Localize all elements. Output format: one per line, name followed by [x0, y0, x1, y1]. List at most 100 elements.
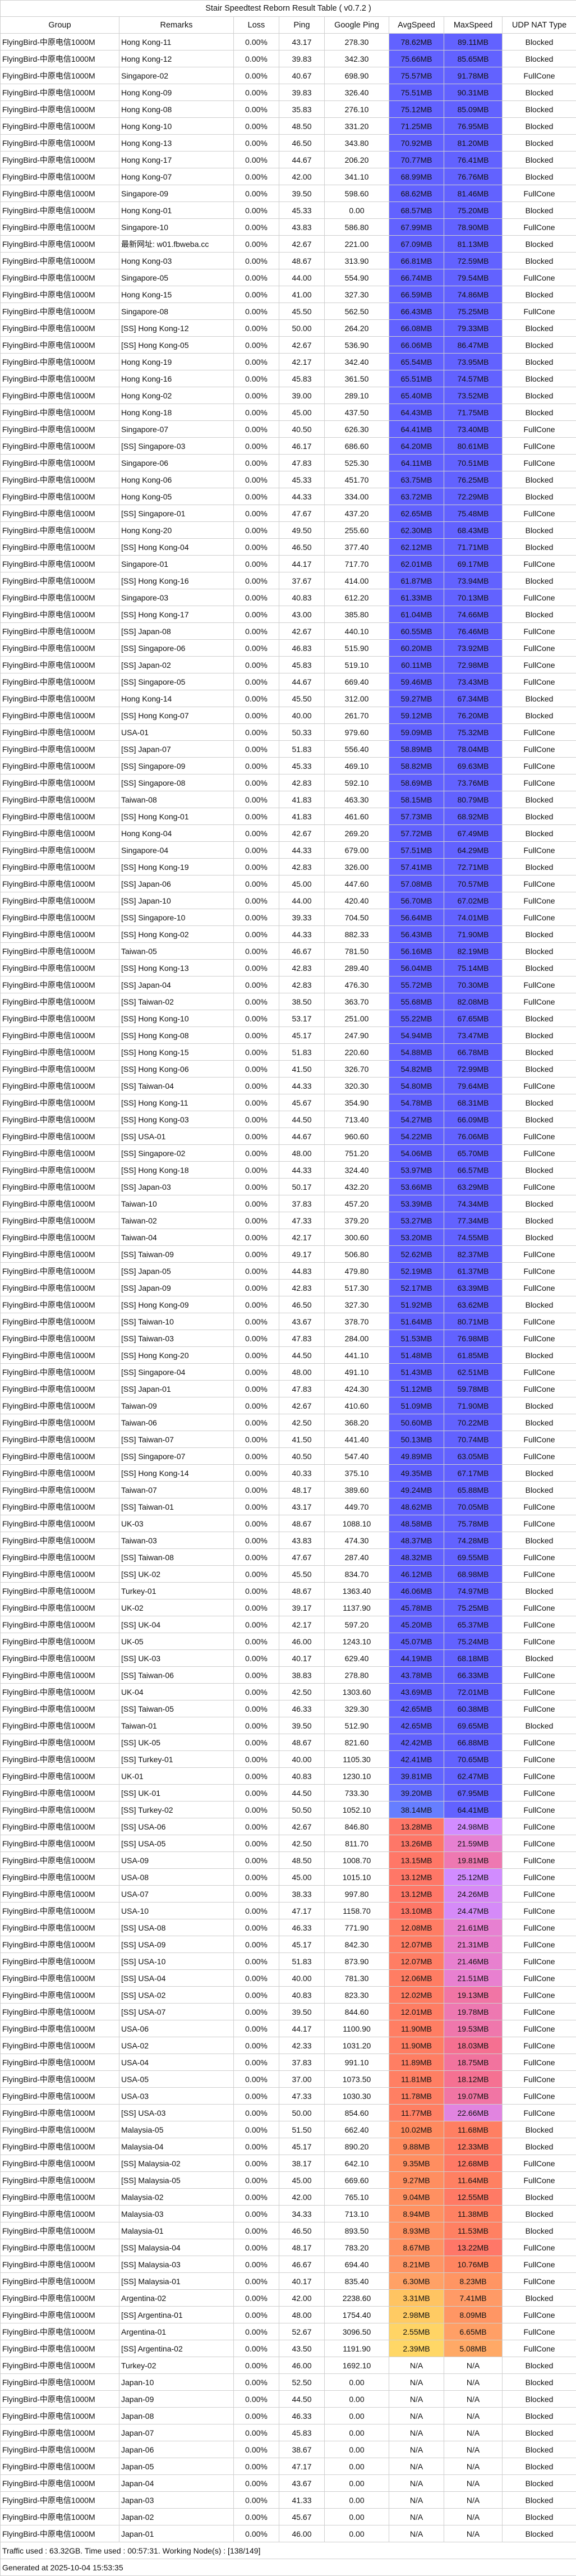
cell-avg-speed: 59.46MB — [389, 673, 444, 690]
table-row: FlyingBird-中原电信1000M [SS] Argentina-01 0.0… — [0, 2306, 576, 2323]
cell-max-speed: 70.65MB — [444, 1750, 503, 1768]
cell-max-speed: 76.20MB — [444, 707, 503, 724]
table-row: FlyingBird-中原电信1000M [SS] Hong Kong-19 0.0… — [0, 858, 576, 876]
cell-ping: 45.17 — [279, 1936, 325, 1953]
cell-group: FlyingBird-中原电信1000M — [0, 2357, 119, 2374]
cell-max-speed: 80.79MB — [444, 791, 503, 808]
cell-max-speed: 63.39MB — [444, 1279, 503, 1296]
cell-loss: 0.00% — [233, 235, 279, 253]
cell-group: FlyingBird-中原电信1000M — [0, 2188, 119, 2206]
cell-google-ping: 547.40 — [324, 1447, 389, 1465]
table-row: FlyingBird-中原电信1000M [SS] Japan-10 0.00% 44… — [0, 892, 576, 909]
cell-loss: 0.00% — [233, 404, 279, 421]
cell-avg-speed: 57.08MB — [389, 875, 444, 892]
cell-max-speed: 81.46MB — [444, 185, 503, 202]
cell-avg-speed: 51.92MB — [389, 1296, 444, 1313]
cell-loss: 0.00% — [233, 1700, 279, 1717]
cell-max-speed: 79.33MB — [444, 319, 503, 337]
cell-group: FlyingBird-中原电信1000M — [0, 252, 119, 269]
cell-max-speed: 10.76MB — [444, 2256, 503, 2273]
cell-google-ping: 420.40 — [324, 892, 389, 909]
table-row: FlyingBird-中原电信1000M [SS] Singapore-10 0.0… — [0, 909, 576, 926]
table-row: FlyingBird-中原电信1000M [SS] USA-08 0.00% 46.3… — [0, 1919, 576, 1936]
table-row: FlyingBird-中原电信1000M [SS] USA-07 0.00% 39.5… — [0, 2003, 576, 2020]
cell-avg-speed: 68.57MB — [389, 201, 444, 219]
cell-google-ping: 0.00 — [324, 2407, 389, 2424]
cell-loss: 0.00% — [233, 690, 279, 707]
cell-google-ping: 449.70 — [324, 1498, 389, 1515]
cell-udp-nat-type: FullCone — [501, 2272, 576, 2290]
cell-max-speed: 73.95MB — [444, 353, 503, 370]
cell-loss: 0.00% — [233, 353, 279, 370]
cell-max-speed: 68.98MB — [444, 1565, 503, 1583]
cell-ping: 38.83 — [279, 1666, 325, 1684]
cell-google-ping: 713.40 — [324, 1111, 389, 1128]
table-row: FlyingBird-中原电信1000M [SS] Argentina-02 0.0… — [0, 2340, 576, 2357]
table-row: FlyingBird-中原电信1000M [SS] Japan-06 0.00% 45… — [0, 875, 576, 892]
cell-udp-nat-type: Blocked — [501, 1212, 576, 1229]
table-body: FlyingBird-中原电信1000M Hong Kong-11 0.00% 43.… — [0, 33, 576, 2542]
cell-google-ping: 506.80 — [324, 1245, 389, 1263]
cell-ping: 45.00 — [279, 2171, 325, 2189]
cell-google-ping: 834.70 — [324, 1565, 389, 1583]
cell-remarks: [SS] Hong Kong-02 — [119, 925, 234, 943]
cell-group: FlyingBird-中原电信1000M — [0, 151, 119, 168]
cell-group: FlyingBird-中原电信1000M — [0, 2458, 119, 2475]
cell-ping: 46.00 — [279, 2357, 325, 2374]
cell-udp-nat-type: FullCone — [501, 875, 576, 892]
cell-group: FlyingBird-中原电信1000M — [0, 1616, 119, 1633]
cell-max-speed: 72.98MB — [444, 656, 503, 673]
cell-max-speed: 69.17MB — [444, 555, 503, 572]
cell-group: FlyingBird-中原电信1000M — [0, 1683, 119, 1700]
cell-remarks: Hong Kong-14 — [119, 690, 234, 707]
cell-loss: 0.00% — [233, 774, 279, 791]
table-row: FlyingBird-中原电信1000M [SS] Japan-03 0.00% 50… — [0, 1178, 576, 1195]
table-row: FlyingBird-中原电信1000M Taiwan-01 0.00% 39.50 5… — [0, 1717, 576, 1734]
cell-max-speed: 70.22MB — [444, 1414, 503, 1431]
cell-google-ping: 517.30 — [324, 1279, 389, 1296]
cell-max-speed: 21.59MB — [444, 1835, 503, 1852]
cell-loss: 0.00% — [233, 1851, 279, 1869]
table-row: FlyingBird-中原电信1000M [SS] USA-02 0.00% 40.8… — [0, 1986, 576, 2004]
cell-avg-speed: 8.93MB — [389, 2222, 444, 2239]
cell-loss: 0.00% — [233, 1666, 279, 1684]
cell-remarks: Turkey-01 — [119, 1582, 234, 1599]
cell-loss: 0.00% — [233, 100, 279, 118]
cell-udp-nat-type: Blocked — [501, 1111, 576, 1128]
table-row: FlyingBird-中原电信1000M [SS] Singapore-06 0.0… — [0, 639, 576, 657]
cell-ping: 42.67 — [279, 622, 325, 640]
table-row: FlyingBird-中原电信1000M Hong Kong-11 0.00% 43.… — [0, 33, 576, 51]
cell-loss: 0.00% — [233, 387, 279, 404]
cell-max-speed: 80.61MB — [444, 437, 503, 455]
cell-ping: 47.83 — [279, 1380, 325, 1397]
cell-loss: 0.00% — [233, 2373, 279, 2391]
cell-google-ping: 287.40 — [324, 1548, 389, 1566]
cell-google-ping: 0.00 — [324, 2424, 389, 2441]
cell-ping: 45.83 — [279, 2424, 325, 2441]
cell-remarks: UK-03 — [119, 1515, 234, 1532]
cell-max-speed: 24.26MB — [444, 1885, 503, 1903]
cell-max-speed: 85.09MB — [444, 100, 503, 118]
cell-ping: 46.33 — [279, 1919, 325, 1936]
cell-loss: 0.00% — [233, 2239, 279, 2256]
cell-ping: 47.67 — [279, 1548, 325, 1566]
cell-google-ping: 206.20 — [324, 151, 389, 168]
cell-loss: 0.00% — [233, 168, 279, 185]
cell-loss: 0.00% — [233, 1548, 279, 1566]
cell-ping: 41.33 — [279, 2491, 325, 2509]
table-row: FlyingBird-中原电信1000M [SS] Singapore-09 0.0… — [0, 757, 576, 774]
cell-remarks: Japan-08 — [119, 2407, 234, 2424]
cell-udp-nat-type: FullCone — [501, 1683, 576, 1700]
col-udp-nat-type: UDP NAT Type — [501, 16, 576, 34]
traffic-summary: Traffic used : 63.32GB. Time used : 00:5… — [0, 2542, 576, 2559]
cell-udp-nat-type: Blocked — [501, 1464, 576, 1482]
cell-loss: 0.00% — [233, 2390, 279, 2408]
table-row: FlyingBird-中原电信1000M [SS] Japan-09 0.00% 42… — [0, 1279, 576, 1296]
cell-ping: 46.67 — [279, 2256, 325, 2273]
cell-max-speed: 18.03MB — [444, 2037, 503, 2054]
cell-avg-speed: 6.30MB — [389, 2272, 444, 2290]
cell-loss: 0.00% — [233, 909, 279, 926]
cell-google-ping: 1158.70 — [324, 1902, 389, 1919]
cell-google-ping: 890.20 — [324, 2138, 389, 2155]
cell-group: FlyingBird-中原电信1000M — [0, 1919, 119, 1936]
